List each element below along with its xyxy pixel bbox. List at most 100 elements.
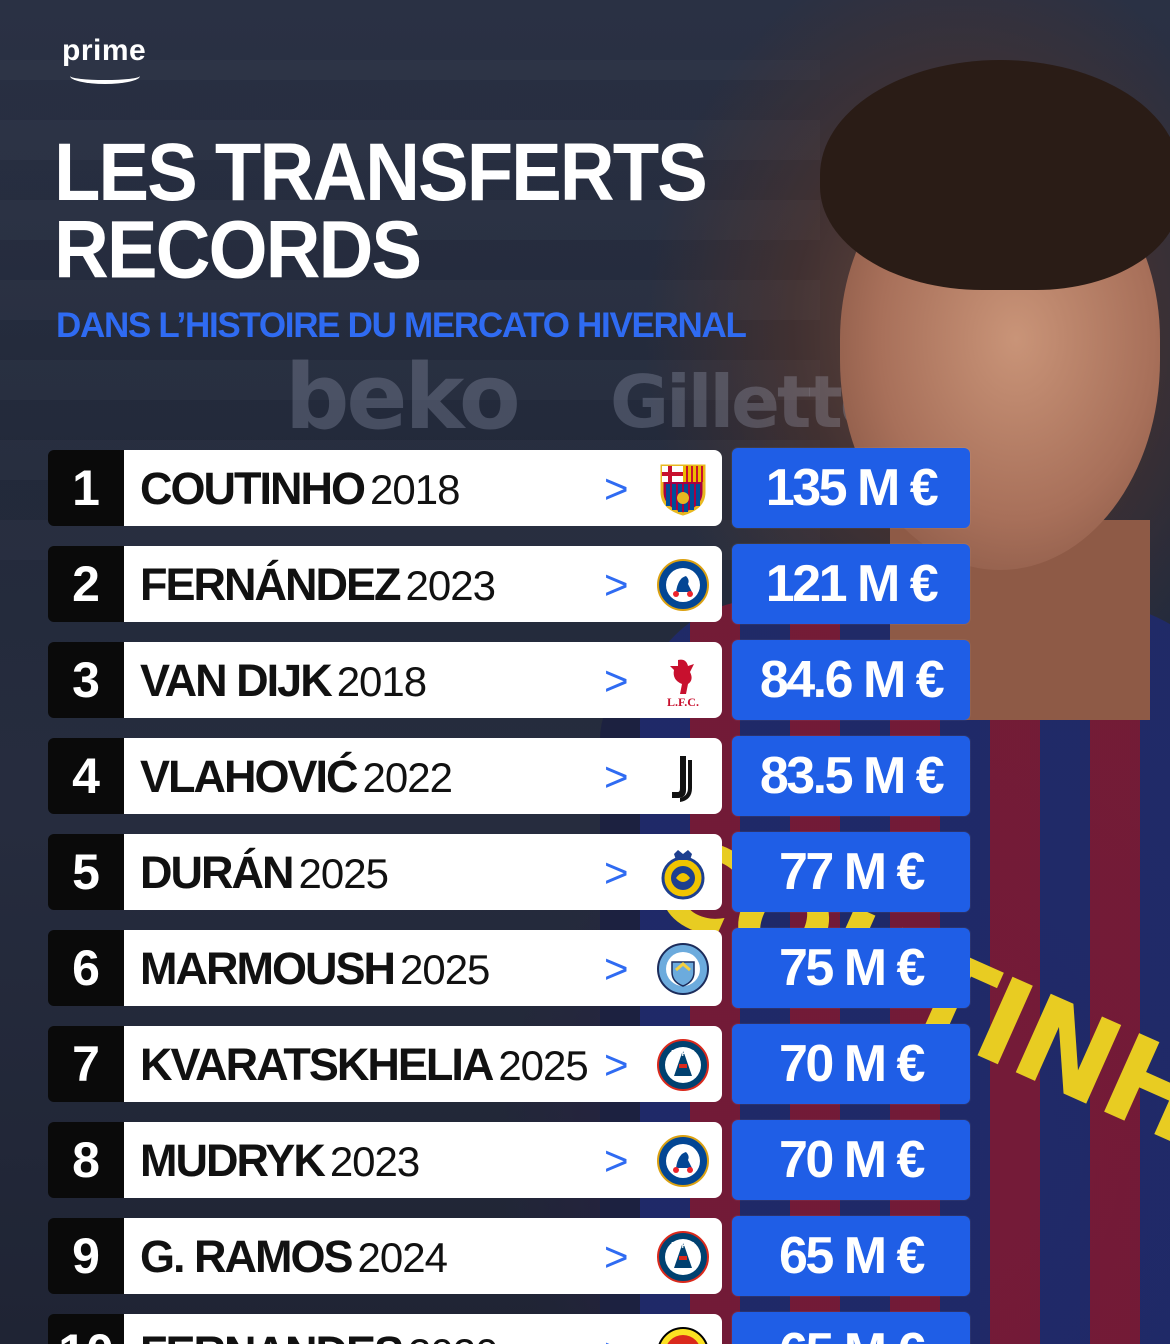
rank-badge: 9	[48, 1218, 124, 1294]
transfer-row: 4 VLAHOVIĆ 2022 >83.5 M €	[48, 736, 978, 816]
player-name-box: FERNANDES 2020 >	[124, 1314, 722, 1344]
player-name-box: DURÁN 2025 >	[124, 834, 722, 910]
player-surname: MUDRYK	[140, 1135, 326, 1186]
juventus-crest-icon	[656, 750, 710, 804]
player-name-box: COUTINHO 2018 >	[124, 450, 722, 526]
rank-badge: 3	[48, 642, 124, 718]
rank-badge: 4	[48, 738, 124, 814]
smile-arrow-icon	[70, 68, 140, 84]
title-line-1: LES TRANSFERTS	[54, 126, 708, 219]
player-name-box: G. RAMOS 2024 > PARIS	[124, 1218, 722, 1294]
svg-text:PARIS: PARIS	[671, 1241, 696, 1250]
transfer-fee: 77 M €	[732, 832, 970, 912]
chelsea-crest-icon	[656, 1134, 710, 1188]
chevron-right-icon: >	[604, 1233, 629, 1280]
chevron-right-icon: >	[604, 753, 629, 800]
liverpool-crest-icon: L.F.C.	[656, 654, 710, 709]
rank-badge: 10	[48, 1314, 124, 1344]
title-line-2: RECORDS	[54, 204, 422, 296]
transfer-year: 2023	[405, 562, 496, 609]
al-nassr-crest-icon	[656, 846, 710, 900]
transfer-fee: 65 M €	[732, 1216, 970, 1296]
psg-crest-icon: PARIS	[656, 1230, 710, 1284]
rank-badge: 5	[48, 834, 124, 910]
transfer-row: 7 KVARATSKHELIA 2025 > PARIS 70 M €	[48, 1024, 978, 1104]
player-name-box: MARMOUSH 2025 >	[124, 930, 722, 1006]
player-surname: DURÁN	[140, 847, 294, 898]
chevron-right-icon: >	[604, 849, 629, 896]
prime-logo: prime	[62, 34, 147, 84]
transfer-row: 3 VAN DIJK 2018 > L.F.C. 84.6 M €	[48, 640, 978, 720]
chevron-right-icon: >	[604, 1041, 629, 1088]
player-surname: VLAHOVIĆ	[140, 751, 359, 802]
chevron-right-icon: >	[604, 1137, 629, 1184]
player-name: MUDRYK 2023	[140, 1122, 420, 1211]
chevron-right-icon: >	[604, 1314, 629, 1344]
player-name: VAN DIJK 2018	[140, 642, 427, 731]
player-surname: VAN DIJK	[140, 655, 333, 706]
rank-badge: 7	[48, 1026, 124, 1102]
player-name: FERNÁNDEZ 2023	[140, 546, 496, 635]
page-subtitle: DANS L’HISTOIRE DU MERCATO HIVERNAL	[56, 306, 747, 345]
chevron-right-icon: >	[604, 657, 629, 704]
player-surname: MARMOUSH	[140, 943, 396, 994]
svg-text:L.F.C.: L.F.C.	[667, 695, 699, 708]
transfer-fee: 135 M €	[732, 448, 970, 528]
player-name: DURÁN 2025	[140, 834, 389, 923]
man-city-crest-icon	[656, 942, 710, 996]
transfer-year: 2025	[498, 1042, 588, 1089]
transfer-row: 6 MARMOUSH 2025 >75 M €	[48, 928, 978, 1008]
transfer-fee: 121 M €	[732, 544, 970, 624]
chevron-right-icon: >	[604, 945, 629, 992]
man-united-crest-icon	[656, 1326, 710, 1344]
player-name: KVARATSKHELIA 2025	[140, 1026, 589, 1115]
rank-badge: 8	[48, 1122, 124, 1198]
psg-crest-icon: PARIS	[656, 1038, 710, 1092]
transfer-fee: 75 M €	[732, 928, 970, 1008]
transfer-row: 2 FERNÁNDEZ 2023 >121 M €	[48, 544, 978, 624]
transfer-year: 2020	[408, 1330, 498, 1344]
transfer-row: 8 MUDRYK 2023 >70 M €	[48, 1120, 978, 1200]
player-surname: COUTINHO	[140, 463, 366, 514]
transfer-fee: 83.5 M €	[732, 736, 970, 816]
chelsea-crest-icon	[656, 558, 710, 612]
transfer-fee: 70 M €	[732, 1024, 970, 1104]
player-name: FERNANDES 2020	[140, 1314, 498, 1344]
page-title: LES TRANSFERTS RECORDS	[54, 126, 708, 296]
player-surname: KVARATSKHELIA	[140, 1039, 494, 1090]
sponsor-logo-beko: beko	[285, 345, 521, 450]
player-name-box: FERNÁNDEZ 2023 >	[124, 546, 722, 622]
player-name: VLAHOVIĆ 2022	[140, 738, 453, 827]
chevron-right-icon: >	[604, 465, 629, 512]
rank-badge: 2	[48, 546, 124, 622]
transfer-row: 10 FERNANDES 2020 >65 M €	[48, 1312, 978, 1344]
transfer-year: 2018	[336, 658, 427, 705]
player-surname: FERNANDES	[140, 1327, 404, 1344]
svg-text:PARIS: PARIS	[671, 1049, 696, 1058]
transfer-fee: 84.6 M €	[732, 640, 970, 720]
player-surname: FERNÁNDEZ	[140, 559, 401, 610]
logo-text: prime	[62, 34, 147, 67]
transfer-year: 2025	[298, 850, 389, 897]
transfer-fee: 70 M €	[732, 1120, 970, 1200]
transfer-year: 2018	[370, 466, 460, 513]
transfer-row: 5 DURÁN 2025 >77 M €	[48, 832, 978, 912]
player-name: MARMOUSH 2025	[140, 930, 490, 1019]
transfer-year: 2022	[362, 754, 453, 801]
player-name: COUTINHO 2018	[140, 450, 460, 539]
chevron-right-icon: >	[604, 561, 629, 608]
transfer-fee: 65 M €	[732, 1312, 970, 1344]
rank-badge: 1	[48, 450, 124, 526]
player-surname: G. RAMOS	[140, 1231, 354, 1282]
player-name-box: VLAHOVIĆ 2022 >	[124, 738, 722, 814]
player-name-box: VAN DIJK 2018 > L.F.C.	[124, 642, 722, 718]
barcelona-crest-icon	[656, 462, 710, 516]
rank-badge: 6	[48, 930, 124, 1006]
transfer-row: 9 G. RAMOS 2024 > PARIS 65 M €	[48, 1216, 978, 1296]
player-name-box: MUDRYK 2023 >	[124, 1122, 722, 1198]
transfer-year: 2024	[357, 1234, 448, 1281]
transfer-year: 2025	[399, 946, 490, 993]
transfer-year: 2023	[329, 1138, 420, 1185]
transfer-row: 1 COUTINHO 2018 >135 M €	[48, 448, 978, 528]
player-name-box: KVARATSKHELIA 2025 > PARIS	[124, 1026, 722, 1102]
